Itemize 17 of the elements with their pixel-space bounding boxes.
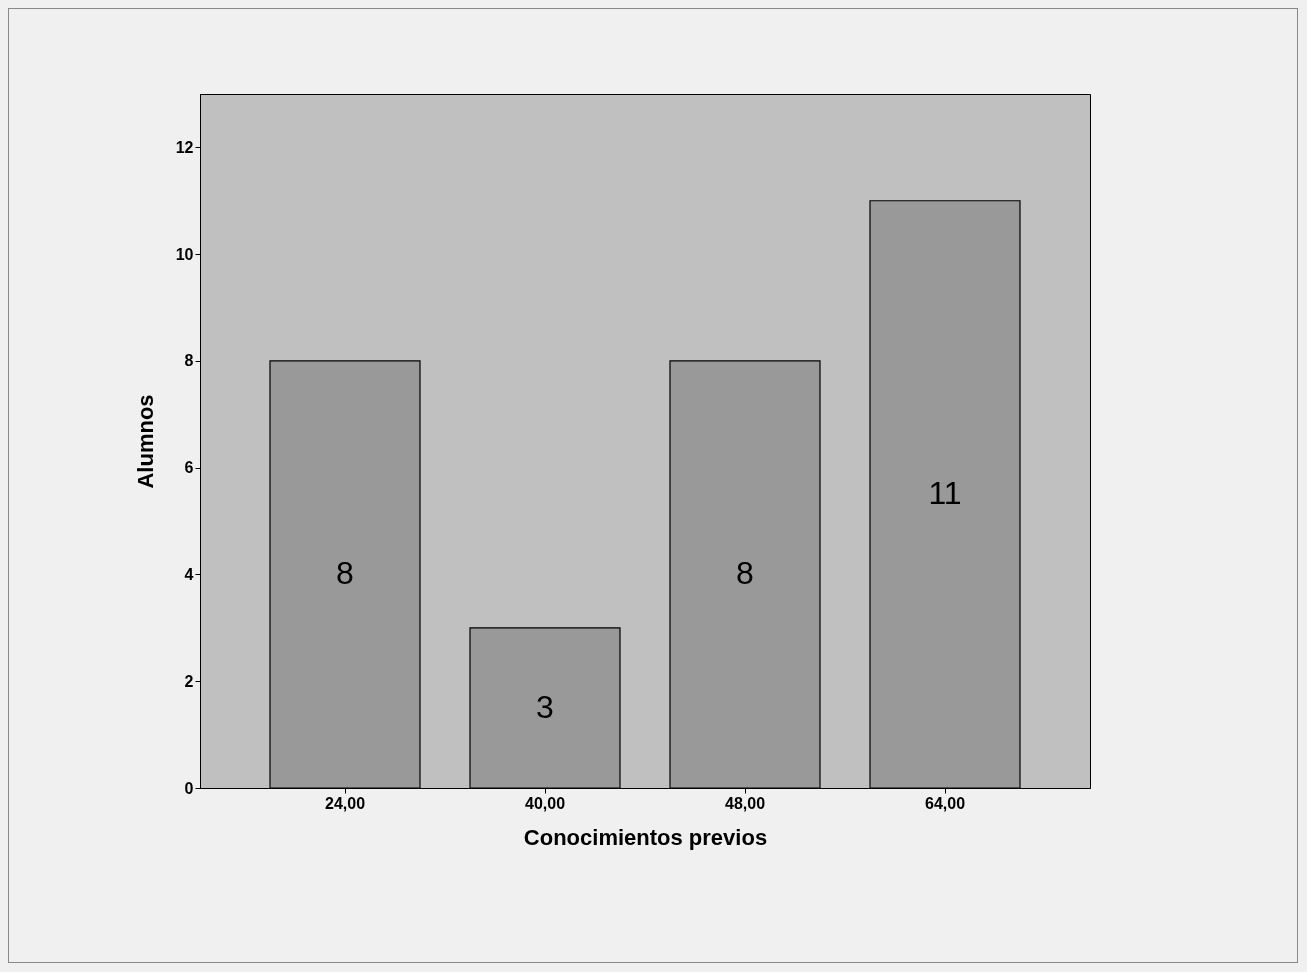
x-axis-title: Conocimientos previos: [523, 824, 768, 850]
x-tick-label: 40,00: [524, 794, 566, 812]
data-label: 8: [736, 555, 754, 592]
x-tick-label: 64,00: [924, 794, 966, 812]
x-tick-label: 24,00: [324, 794, 366, 812]
x-tick-label: 48,00: [724, 794, 766, 812]
y-tick-label: 6: [184, 459, 194, 477]
data-label: 11: [928, 475, 962, 512]
data-label: 3: [536, 688, 554, 725]
y-tick-label: 12: [175, 138, 194, 156]
y-axis-title: Alumnos: [132, 394, 158, 489]
y-tick-label: 4: [184, 565, 194, 583]
y-tick-label: 0: [184, 779, 194, 797]
y-tick-label: 2: [184, 672, 194, 690]
y-tick-label: 8: [184, 352, 194, 370]
y-tick-label: 10: [175, 245, 194, 263]
data-label: 8: [336, 555, 354, 592]
